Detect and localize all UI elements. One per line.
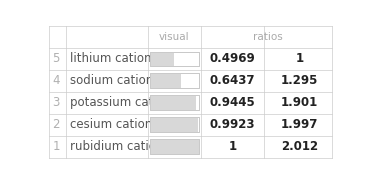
Bar <box>150 52 174 66</box>
Bar <box>150 52 199 66</box>
Text: cesium cation: cesium cation <box>70 118 152 131</box>
Bar <box>150 95 199 110</box>
Text: 0.6437: 0.6437 <box>210 74 256 87</box>
Text: ratios: ratios <box>253 32 283 42</box>
Bar <box>150 95 199 110</box>
Text: 1.295: 1.295 <box>281 74 318 87</box>
Text: lithium cation: lithium cation <box>70 52 151 66</box>
Text: 0.9923: 0.9923 <box>210 118 256 131</box>
Bar <box>150 74 199 88</box>
Text: 2.012: 2.012 <box>281 140 318 153</box>
Bar <box>150 117 198 132</box>
Bar <box>150 139 199 154</box>
Text: 1: 1 <box>52 140 60 153</box>
Text: 0.9445: 0.9445 <box>210 96 256 109</box>
Text: 3: 3 <box>52 96 60 109</box>
Bar <box>150 74 199 88</box>
Text: visual: visual <box>159 32 190 42</box>
Bar <box>150 139 199 154</box>
Text: 2: 2 <box>52 118 60 131</box>
Text: 1.901: 1.901 <box>281 96 318 109</box>
Bar <box>150 74 182 88</box>
Bar <box>150 117 199 132</box>
Bar <box>150 52 199 66</box>
Text: 5: 5 <box>52 52 60 66</box>
Text: 4: 4 <box>52 74 60 87</box>
Text: sodium cation: sodium cation <box>70 74 153 87</box>
Text: 1: 1 <box>296 52 304 66</box>
Bar <box>150 117 199 132</box>
Bar <box>150 139 199 154</box>
Bar <box>150 95 196 110</box>
Text: rubidium cation: rubidium cation <box>70 140 163 153</box>
Text: 1.997: 1.997 <box>281 118 318 131</box>
Text: potassium cation: potassium cation <box>70 96 171 109</box>
Text: 1: 1 <box>229 140 237 153</box>
Text: 0.4969: 0.4969 <box>210 52 256 66</box>
